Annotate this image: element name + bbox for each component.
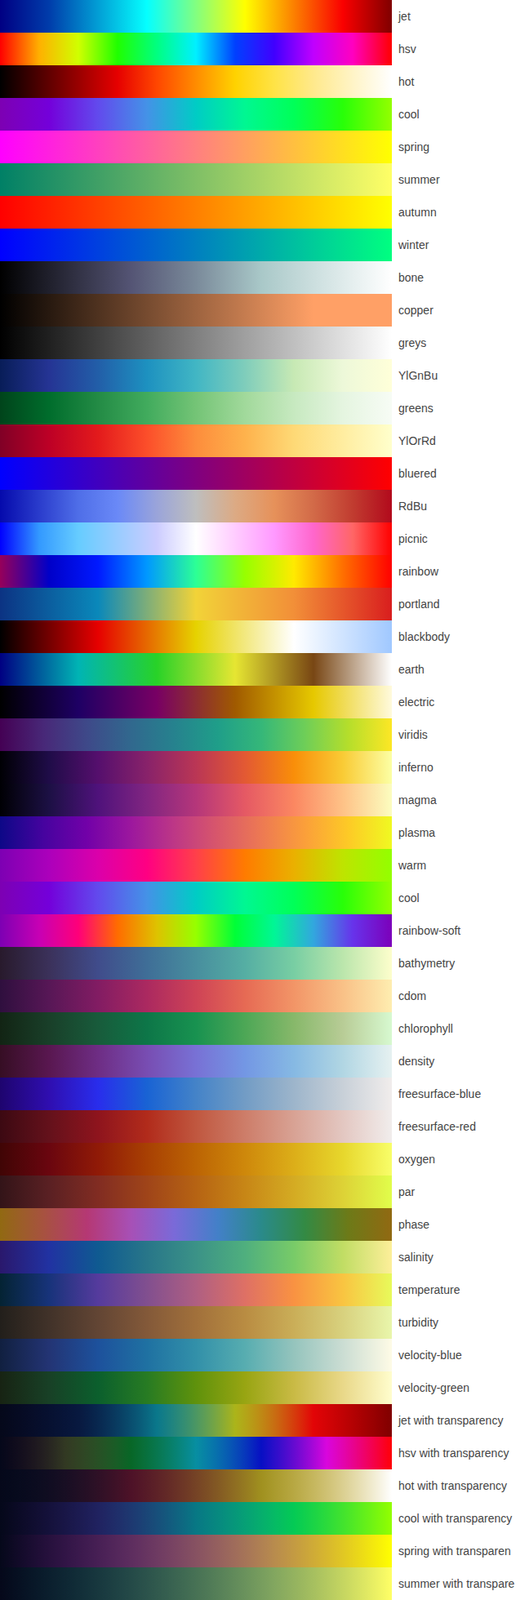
svg-text:cool with transparency: cool with transparency — [398, 1511, 512, 1525]
svg-text:plasma: plasma — [398, 826, 436, 840]
svg-text:magma: magma — [398, 793, 437, 807]
svg-text:chlorophyll: chlorophyll — [398, 1022, 454, 1036]
svg-text:YlOrRd: YlOrRd — [398, 434, 436, 448]
svg-text:par: par — [398, 1185, 416, 1199]
svg-text:RdBu: RdBu — [398, 499, 427, 513]
svg-text:summer with transpare: summer with transpare — [398, 1577, 516, 1591]
svg-text:autumn: autumn — [398, 205, 437, 219]
svg-text:rainbow-soft: rainbow-soft — [398, 924, 461, 938]
svg-text:jet: jet — [397, 9, 411, 23]
svg-text:cool: cool — [398, 891, 420, 905]
svg-text:YlGnBu: YlGnBu — [398, 368, 438, 383]
svg-text:hot with transparency: hot with transparency — [398, 1479, 507, 1493]
svg-text:spring: spring — [398, 140, 430, 154]
svg-text:cool: cool — [398, 107, 420, 121]
svg-text:blackbody: blackbody — [398, 630, 450, 644]
svg-text:viridis: viridis — [398, 728, 428, 742]
svg-text:hot: hot — [398, 75, 415, 89]
svg-text:velocity-green: velocity-green — [398, 1381, 470, 1395]
svg-text:cdom: cdom — [398, 989, 427, 1003]
svg-text:bone: bone — [398, 271, 424, 285]
svg-text:greys: greys — [398, 336, 427, 350]
svg-text:greens: greens — [398, 401, 434, 415]
svg-text:density: density — [398, 1054, 435, 1068]
svg-text:oxygen: oxygen — [398, 1152, 436, 1166]
svg-text:bluered: bluered — [398, 466, 437, 481]
svg-text:earth: earth — [398, 662, 425, 676]
svg-text:warm: warm — [397, 858, 427, 872]
svg-text:copper: copper — [398, 303, 434, 317]
svg-text:winter: winter — [397, 238, 430, 252]
svg-text:rainbow: rainbow — [398, 564, 440, 578]
svg-text:velocity-blue: velocity-blue — [398, 1348, 463, 1362]
svg-text:inferno: inferno — [398, 760, 434, 774]
svg-text:turbidity: turbidity — [398, 1315, 439, 1330]
svg-text:hsv with transparency: hsv with transparency — [398, 1446, 509, 1460]
svg-text:salinity: salinity — [398, 1250, 434, 1264]
svg-text:portland: portland — [398, 597, 441, 611]
svg-text:spring with transparen: spring with transparen — [398, 1544, 512, 1558]
svg-text:temperature: temperature — [398, 1283, 461, 1297]
svg-text:electric: electric — [398, 695, 435, 709]
svg-text:freesurface-blue: freesurface-blue — [398, 1087, 481, 1101]
svg-text:freesurface-red: freesurface-red — [398, 1120, 476, 1134]
svg-text:summer: summer — [398, 173, 441, 187]
svg-text:jet with transparency: jet with transparency — [397, 1413, 503, 1427]
svg-text:picnic: picnic — [398, 532, 428, 546]
svg-text:phase: phase — [398, 1218, 430, 1232]
svg-text:hsv: hsv — [398, 42, 417, 56]
svg-text:bathymetry: bathymetry — [398, 956, 455, 970]
